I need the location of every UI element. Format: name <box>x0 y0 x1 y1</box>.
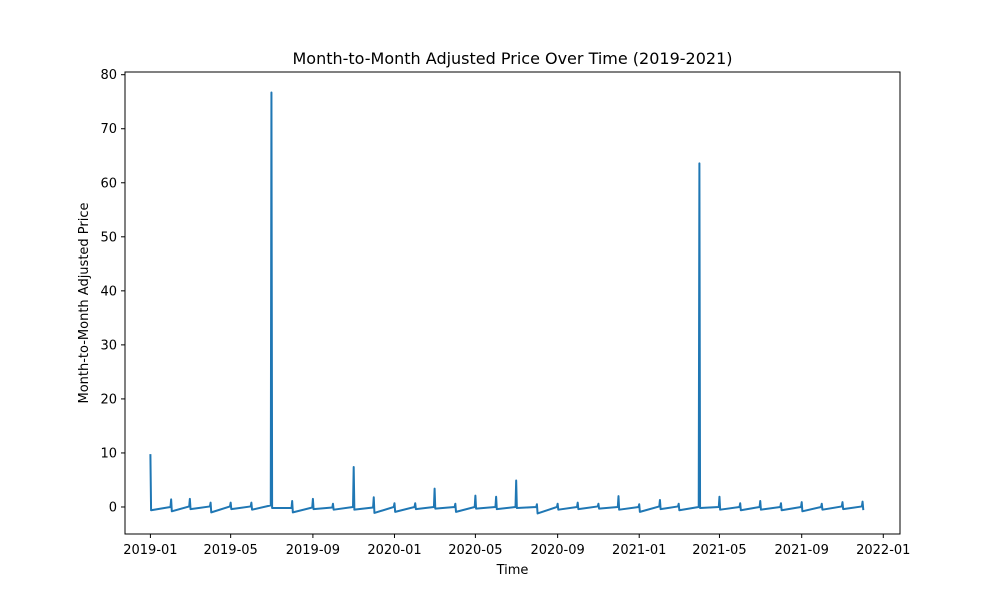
x-tick-label-2020-05: 2020-05 <box>448 543 502 558</box>
chart-title: Month-to-Month Adjusted Price Over Time … <box>292 49 732 68</box>
x-tick-label-2021-09: 2021-09 <box>775 543 829 558</box>
y-axis-title: Month-to-Month Adjusted Price <box>77 202 92 403</box>
y-tick-label-30: 30 <box>100 338 117 353</box>
x-tick-label-2019-01: 2019-01 <box>123 543 177 558</box>
series-line-0 <box>149 91 865 515</box>
x-tick-label-2022-01: 2022-01 <box>856 543 910 558</box>
x-tick-label-2019-09: 2019-09 <box>286 543 340 558</box>
data-layer <box>149 91 865 515</box>
x-tick-label-2019-05: 2019-05 <box>203 543 257 558</box>
plot-frame <box>124 71 901 535</box>
y-tick-label-0: 0 <box>109 500 117 515</box>
x-tick-label-2021-05: 2021-05 <box>692 543 746 558</box>
x-tick-label-2021-01: 2021-01 <box>612 543 666 558</box>
y-tick-label-60: 60 <box>100 176 117 191</box>
y-tick-label-80: 80 <box>100 68 117 83</box>
x-tick-label-2020-09: 2020-09 <box>530 543 584 558</box>
y-tick-label-70: 70 <box>100 122 117 137</box>
y-tick-label-10: 10 <box>100 446 117 461</box>
y-tick-label-40: 40 <box>100 284 117 299</box>
x-axis-title: Time <box>496 563 529 578</box>
y-tick-label-50: 50 <box>100 230 117 245</box>
y-tick-label-20: 20 <box>100 392 117 407</box>
x-tick-label-2020-01: 2020-01 <box>367 543 421 558</box>
axes-layer: 2019-01 2019-05 2019-09 2020-01 2020-05 2020-… <box>100 68 910 558</box>
plot-area <box>125 72 900 534</box>
